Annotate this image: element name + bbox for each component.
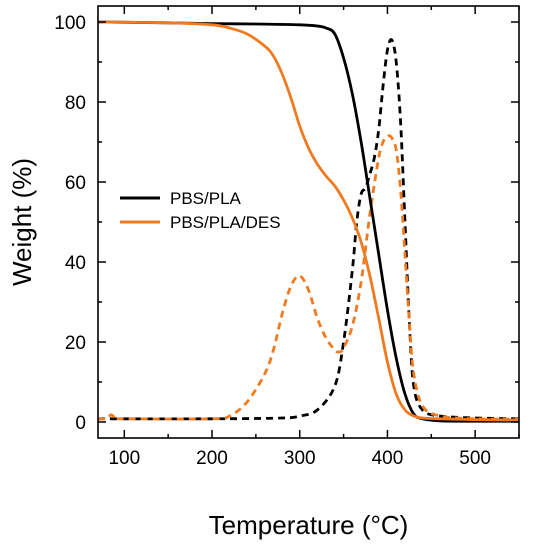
y-tick-label: 0 <box>75 413 86 434</box>
y-tick-label: 80 <box>65 93 86 114</box>
x-tick-label: 300 <box>284 448 316 469</box>
x-tick-label: 200 <box>196 448 228 469</box>
y-tick-label: 100 <box>54 13 86 34</box>
series-layer <box>98 20 519 423</box>
series-pbs-pla-derivative <box>98 38 519 421</box>
y-axis-title: Weight (%) <box>7 158 37 286</box>
x-axis-title: Temperature (°C) <box>209 510 409 540</box>
legend-label-pbs-pla-des: PBS/PLA/DES <box>170 213 281 232</box>
y-tick-label: 40 <box>65 253 86 274</box>
series-pbs-pla-des-derivative <box>98 134 519 421</box>
tick-labels-layer: 100 200 300 400 500 0 20 40 60 80 100 <box>54 13 491 469</box>
legend: PBS/PLA PBS/PLA/DES <box>120 189 281 232</box>
ticks-layer <box>98 6 520 438</box>
legend-label-pbs-pla: PBS/PLA <box>170 189 242 208</box>
x-tick-label: 500 <box>459 448 491 469</box>
series-pbs-pla-des-weight <box>98 20 519 422</box>
y-tick-label: 60 <box>65 173 86 194</box>
y-tick-label: 20 <box>65 333 86 354</box>
x-tick-label: 100 <box>108 448 140 469</box>
x-tick-label: 400 <box>372 448 404 469</box>
